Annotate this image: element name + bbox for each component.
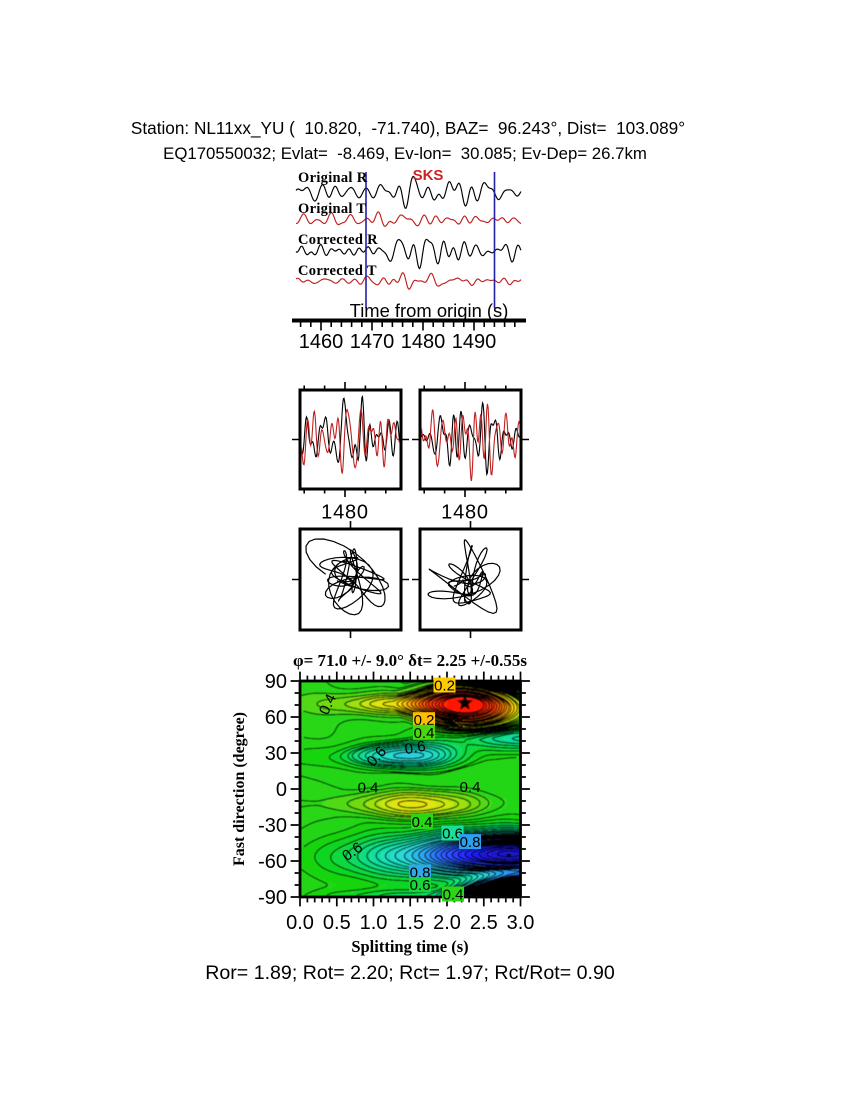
svg-text:-30: -30 bbox=[258, 815, 287, 837]
svg-text:Time from origin (s): Time from origin (s) bbox=[350, 300, 509, 321]
svg-text:φ= 71.0 +/- 9.0° δt= 2.25 +/-0: φ= 71.0 +/- 9.0° δt= 2.25 +/-0.55s bbox=[293, 651, 527, 670]
svg-text:Splitting time (s): Splitting time (s) bbox=[351, 937, 468, 956]
svg-text:0.4: 0.4 bbox=[412, 814, 433, 831]
svg-text:0.6: 0.6 bbox=[442, 826, 463, 843]
svg-text:SKS: SKS bbox=[413, 167, 444, 184]
svg-text:-60: -60 bbox=[258, 851, 287, 873]
svg-text:0.5: 0.5 bbox=[323, 912, 351, 934]
svg-text:Ror= 1.89; Rot= 2.20; Rct= 1.9: Ror= 1.89; Rot= 2.20; Rct= 1.97; Rct/Rot… bbox=[205, 962, 615, 984]
svg-text:1480: 1480 bbox=[401, 331, 446, 353]
svg-text:0.2: 0.2 bbox=[434, 678, 455, 695]
svg-text:0.4: 0.4 bbox=[443, 887, 464, 904]
svg-text:60: 60 bbox=[265, 707, 287, 729]
svg-text:1.0: 1.0 bbox=[360, 912, 388, 934]
svg-text:1460: 1460 bbox=[299, 331, 344, 353]
svg-text:Corrected R: Corrected R bbox=[298, 232, 378, 248]
svg-text:0.4: 0.4 bbox=[414, 725, 435, 742]
svg-text:-90: -90 bbox=[258, 887, 287, 909]
svg-text:30: 30 bbox=[265, 743, 287, 765]
svg-text:0.4: 0.4 bbox=[358, 780, 379, 797]
svg-text:1470: 1470 bbox=[350, 331, 395, 353]
svg-text:2.0: 2.0 bbox=[433, 912, 461, 934]
svg-text:90: 90 bbox=[265, 671, 287, 693]
svg-text:0.4: 0.4 bbox=[460, 779, 481, 796]
svg-text:EQ170550032; Evlat= -8.469, E: EQ170550032; Evlat= -8.469, Ev-lon= 30.0… bbox=[163, 144, 647, 163]
svg-text:Original T: Original T bbox=[298, 201, 366, 217]
svg-text:0: 0 bbox=[276, 779, 287, 801]
svg-text:Original R: Original R bbox=[298, 170, 368, 186]
svg-text:3.0: 3.0 bbox=[507, 912, 535, 934]
svg-text:Station: NL11xx_YU ( 10.820,: Station: NL11xx_YU ( 10.820, -71.740), B… bbox=[131, 118, 685, 138]
svg-text:Corrected T: Corrected T bbox=[298, 263, 377, 279]
svg-text:1480: 1480 bbox=[441, 502, 489, 524]
svg-text:1.5: 1.5 bbox=[396, 912, 424, 934]
svg-text:0.8: 0.8 bbox=[460, 834, 481, 851]
svg-text:1490: 1490 bbox=[452, 331, 497, 353]
svg-text:2.5: 2.5 bbox=[470, 912, 498, 934]
svg-text:0.0: 0.0 bbox=[286, 912, 314, 934]
svg-text:1480: 1480 bbox=[321, 502, 369, 524]
svg-text:0.6: 0.6 bbox=[403, 738, 426, 758]
svg-text:Fast direction (degree): Fast direction (degree) bbox=[231, 712, 248, 866]
svg-text:0.6: 0.6 bbox=[410, 877, 431, 894]
